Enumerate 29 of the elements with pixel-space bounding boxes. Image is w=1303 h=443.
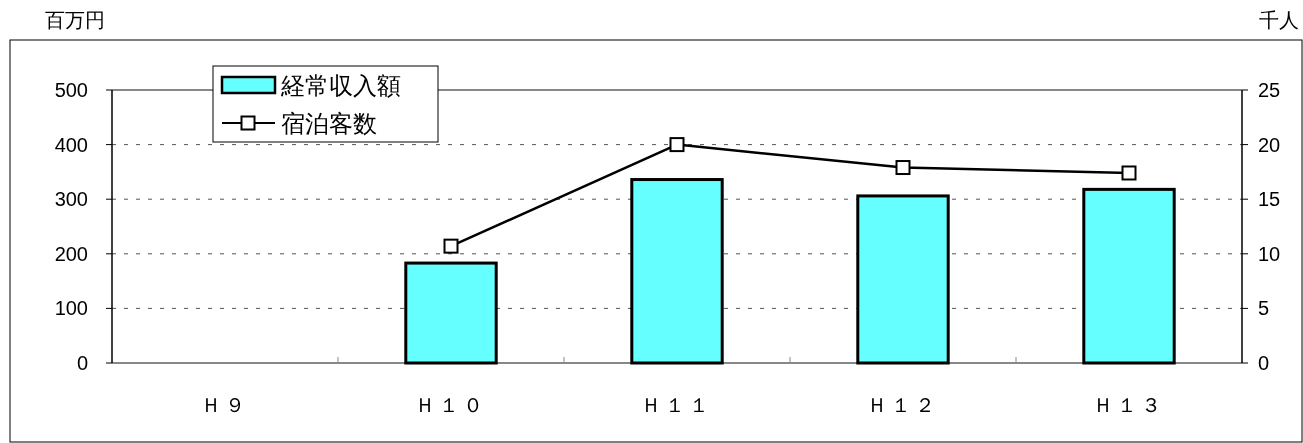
point (895, 160, 911, 176)
y-tick-label: 500 (54, 79, 88, 101)
y2-tick-label: 25 (1258, 79, 1281, 101)
y2-tick-label: 15 (1258, 188, 1281, 211)
bar (1082, 187, 1176, 365)
x-tick-label: Ｈ１１ (641, 394, 713, 416)
x-tick-label: Ｈ１０ (415, 394, 487, 416)
y2-tick-label: 20 (1258, 133, 1281, 156)
y-axis-title: 百万円 (45, 9, 105, 31)
x-tick-label: Ｈ１３ (1093, 394, 1165, 416)
bar (404, 261, 498, 365)
y-tick-label: 200 (54, 242, 88, 265)
legend-label: 宿泊客数 (281, 110, 377, 137)
bar (856, 194, 950, 365)
y-tick-label: 100 (54, 297, 88, 320)
point (669, 137, 685, 153)
x-tick-label: Ｈ９ (201, 394, 249, 416)
point (443, 238, 459, 254)
y2-tick-label: 10 (1258, 242, 1281, 265)
y-tick-label: 400 (54, 133, 88, 156)
y2-tick-label: 5 (1258, 297, 1270, 320)
bar (630, 178, 724, 365)
y-tick-label: 300 (54, 188, 88, 211)
point (1121, 165, 1137, 181)
y2-axis-title: 千人 (1259, 9, 1299, 31)
y2-tick-label: 0 (1258, 352, 1270, 374)
legend-label: 経常収入額 (280, 72, 401, 99)
y-tick-label: 0 (76, 352, 88, 374)
x-tick-label: Ｈ１２ (867, 394, 939, 416)
